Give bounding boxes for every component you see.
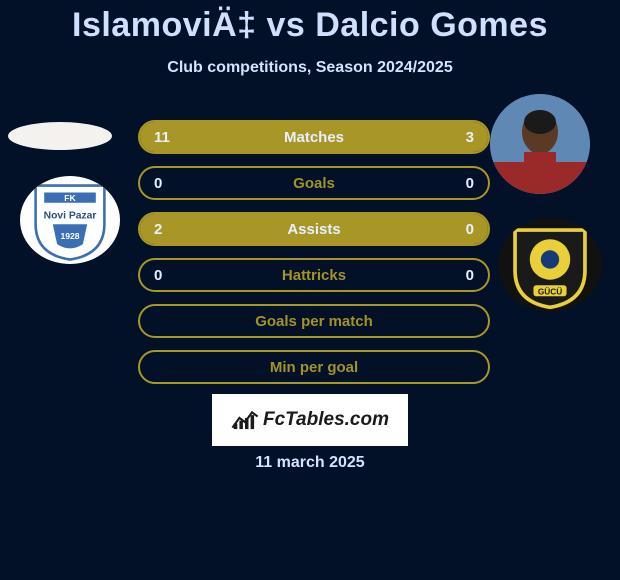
right-player-avatar [490,94,590,194]
stat-row: 00Hattricks [138,258,490,292]
fctables-watermark: FcTables.com [212,394,408,446]
stats-container: 113Matches 00Goals 20Assists 00Hattricks Goa… [138,120,490,396]
right-club-badge: GÜCÜ [498,218,602,312]
svg-text:1928: 1928 [60,231,79,241]
svg-text:FK: FK [64,193,76,203]
svg-text:Novi Pazar: Novi Pazar [44,210,97,221]
stat-row: Goals per match [138,304,490,338]
svg-text:GÜCÜ: GÜCÜ [538,286,562,296]
stat-label: Assists [140,221,488,238]
stat-label: Hattricks [140,267,488,284]
fctables-label: FcTables.com [263,409,389,431]
left-club-badge: FK Novi Pazar 1928 [20,176,120,264]
date-label: 11 march 2025 [0,454,620,472]
stat-label: Goals [140,175,488,192]
stat-label: Matches [140,129,488,146]
page-title: IslamoviÄ‡ vs Dalcio Gomes [0,0,620,45]
page-subtitle: Club competitions, Season 2024/2025 [0,59,620,77]
stat-label: Min per goal [140,359,488,376]
chart-icon [231,409,259,431]
stat-label: Goals per match [140,313,488,330]
stat-row: 20Assists [138,212,490,246]
stat-row: 00Goals [138,166,490,200]
stat-row: 113Matches [138,120,490,154]
stat-row: Min per goal [138,350,490,384]
left-player-avatar [8,122,112,150]
